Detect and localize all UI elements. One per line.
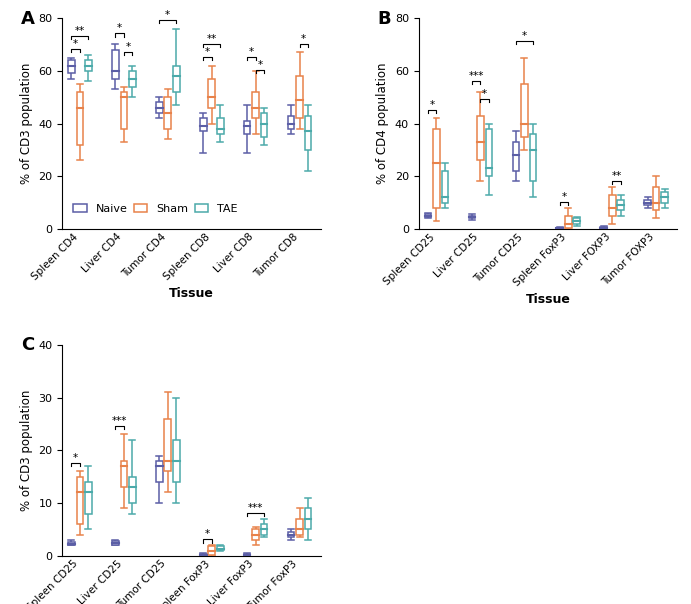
- Bar: [112, 541, 119, 545]
- Bar: [244, 554, 250, 555]
- Bar: [209, 79, 215, 108]
- Bar: [287, 532, 294, 537]
- Text: *: *: [522, 31, 527, 41]
- Bar: [477, 115, 484, 161]
- Bar: [120, 461, 127, 487]
- Bar: [77, 477, 83, 524]
- Bar: [120, 92, 127, 129]
- Text: A: A: [21, 10, 35, 28]
- Text: *: *: [205, 529, 210, 539]
- Bar: [609, 194, 616, 216]
- Bar: [513, 142, 519, 171]
- Y-axis label: % of CD3 population: % of CD3 population: [20, 390, 32, 511]
- Bar: [68, 542, 75, 545]
- Bar: [574, 219, 580, 223]
- Text: ***: ***: [248, 503, 263, 513]
- X-axis label: Tissue: Tissue: [169, 288, 214, 300]
- Bar: [521, 84, 528, 137]
- Text: *: *: [73, 39, 78, 49]
- Bar: [661, 192, 668, 202]
- Bar: [68, 60, 75, 74]
- Bar: [244, 121, 250, 134]
- Text: *: *: [165, 10, 170, 20]
- Bar: [85, 60, 92, 71]
- Bar: [305, 508, 312, 529]
- Bar: [600, 227, 607, 228]
- Legend: Naive, Sham, TAE: Naive, Sham, TAE: [68, 198, 243, 219]
- Text: *: *: [430, 100, 435, 109]
- Bar: [653, 187, 659, 210]
- Bar: [77, 92, 83, 144]
- Text: *: *: [249, 47, 254, 57]
- Bar: [173, 66, 180, 92]
- Bar: [442, 171, 448, 202]
- Text: *: *: [73, 452, 78, 463]
- Text: *: *: [205, 47, 210, 57]
- Bar: [252, 92, 259, 118]
- Text: B: B: [377, 10, 391, 28]
- Text: *: *: [126, 42, 131, 51]
- Text: *: *: [482, 89, 487, 99]
- Bar: [217, 118, 223, 134]
- Bar: [296, 76, 303, 118]
- Text: ***: ***: [468, 71, 484, 80]
- Bar: [112, 50, 119, 79]
- Bar: [486, 129, 492, 176]
- Bar: [617, 200, 624, 210]
- Bar: [85, 482, 92, 513]
- Bar: [129, 71, 135, 86]
- Text: *: *: [562, 191, 567, 202]
- Bar: [296, 519, 303, 535]
- Bar: [164, 97, 171, 129]
- Bar: [261, 524, 267, 535]
- Text: C: C: [21, 336, 34, 355]
- Bar: [200, 118, 207, 132]
- Bar: [261, 113, 267, 137]
- Text: *: *: [257, 60, 263, 70]
- Bar: [433, 129, 440, 208]
- Bar: [287, 115, 294, 129]
- Text: *: *: [301, 34, 306, 43]
- Bar: [468, 216, 475, 219]
- X-axis label: Tissue: Tissue: [526, 294, 570, 306]
- Text: ***: ***: [112, 416, 127, 426]
- Bar: [529, 134, 536, 181]
- Bar: [565, 216, 571, 228]
- Bar: [556, 228, 563, 229]
- Bar: [644, 200, 651, 205]
- Text: **: **: [612, 171, 622, 181]
- Bar: [156, 461, 162, 482]
- Text: **: **: [207, 34, 217, 43]
- Text: **: **: [75, 26, 85, 36]
- Bar: [129, 477, 135, 503]
- Y-axis label: % of CD4 population: % of CD4 population: [377, 63, 389, 184]
- Bar: [252, 529, 259, 540]
- Bar: [425, 214, 431, 217]
- Y-axis label: % of CD3 population: % of CD3 population: [20, 63, 32, 184]
- Bar: [209, 546, 215, 554]
- Bar: [305, 115, 312, 150]
- Bar: [200, 554, 207, 555]
- Bar: [164, 419, 171, 471]
- Text: *: *: [117, 23, 122, 33]
- Bar: [217, 546, 223, 550]
- Bar: [156, 103, 162, 113]
- Bar: [173, 440, 180, 482]
